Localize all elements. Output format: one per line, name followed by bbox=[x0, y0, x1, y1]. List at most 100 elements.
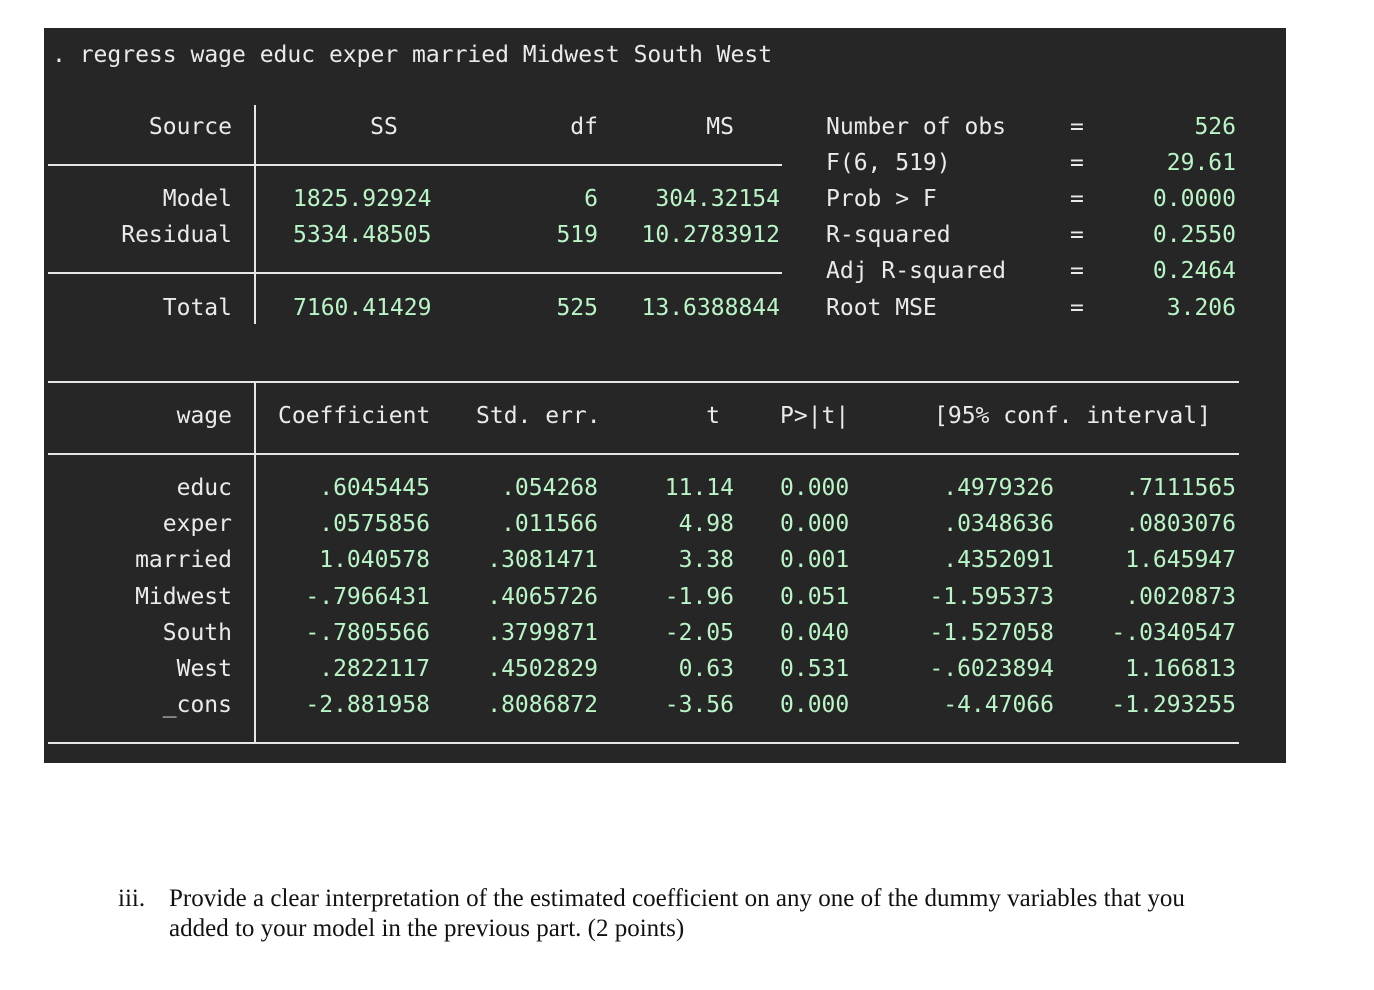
coef-ci-low: .4352091 bbox=[943, 547, 1054, 574]
coef-header-var: wage bbox=[176, 403, 232, 429]
coef-var: exper bbox=[162, 511, 232, 538]
coef-p: 0.051 bbox=[780, 583, 850, 610]
header-source: Source bbox=[148, 114, 232, 140]
coef-t: 11.14 bbox=[664, 475, 734, 501]
coef-ci-low: -1.527058 bbox=[929, 619, 1054, 646]
coef-value: 1.040578 bbox=[319, 547, 430, 574]
stat-label-nobs: Number of obs bbox=[826, 114, 1007, 140]
coef-ci-low: -4.47066 bbox=[943, 692, 1054, 719]
coef-se: .054268 bbox=[501, 475, 598, 501]
coef-p: 0.001 bbox=[780, 547, 850, 574]
anova-ms-total: 13.6388844 bbox=[641, 295, 780, 321]
header-df: df bbox=[570, 114, 598, 140]
coef-header-rule bbox=[48, 453, 1239, 455]
coef-var: educ bbox=[176, 475, 232, 501]
question-number: iii. bbox=[118, 885, 146, 912]
coef-header-ci: [95% conf. interval] bbox=[934, 403, 1211, 429]
coef-p: 0.000 bbox=[780, 475, 850, 501]
coef-value: .0575856 bbox=[319, 511, 430, 538]
coef-se: .3799871 bbox=[487, 619, 598, 646]
stat-label-probf: Prob > F bbox=[826, 186, 937, 212]
coef-se: .4065726 bbox=[487, 583, 598, 610]
coef-se: .011566 bbox=[501, 511, 598, 538]
stat-value-nobs: 526 bbox=[1194, 114, 1236, 140]
header-ms: MS bbox=[706, 114, 734, 140]
coef-var: married bbox=[135, 547, 232, 574]
anova-df-total: 525 bbox=[556, 295, 598, 321]
stat-eq-probf: = bbox=[1070, 186, 1084, 212]
coef-var: South bbox=[162, 619, 232, 646]
coef-t: 3.38 bbox=[678, 547, 734, 574]
coef-header-p: P>|t| bbox=[780, 403, 850, 429]
coef-ci-low: .0348636 bbox=[943, 511, 1054, 538]
coef-value: -.7805566 bbox=[305, 619, 430, 646]
coef-vertical-rule bbox=[254, 381, 256, 742]
coef-p: 0.000 bbox=[780, 511, 850, 538]
coef-ci-high: 1.166813 bbox=[1125, 656, 1236, 682]
stat-label-r2: R-squared bbox=[826, 222, 951, 248]
coef-ci-high: -1.293255 bbox=[1111, 692, 1236, 719]
anova-total-rule bbox=[48, 272, 782, 274]
coef-value: .2822117 bbox=[319, 656, 430, 682]
anova-ss-total: 7160.41429 bbox=[293, 295, 432, 321]
coef-var: West bbox=[176, 656, 232, 682]
stat-value-f: 29.61 bbox=[1166, 150, 1236, 176]
anova-ms-model: 304.32154 bbox=[655, 186, 780, 212]
coef-ci-high: .0803076 bbox=[1125, 511, 1236, 538]
coef-t: 4.98 bbox=[678, 511, 734, 538]
anova-ss-residual: 5334.48505 bbox=[293, 222, 432, 248]
coef-value: -.7966431 bbox=[305, 583, 430, 610]
coef-var: _cons bbox=[162, 692, 232, 719]
coef-se: .8086872 bbox=[487, 692, 598, 719]
coef-value: -2.881958 bbox=[305, 692, 430, 719]
stat-label-adjr2: Adj R-squared bbox=[826, 258, 1007, 284]
coef-ci-high: .7111565 bbox=[1125, 475, 1236, 501]
anova-ms-residual: 10.2783912 bbox=[641, 222, 780, 248]
coef-bottom-rule bbox=[48, 742, 1239, 744]
stat-label-f: F(6, 519) bbox=[826, 150, 951, 176]
anova-df-residual: 519 bbox=[556, 222, 598, 248]
coef-top-rule bbox=[48, 381, 1239, 383]
coef-ci-low: -.6023894 bbox=[929, 656, 1054, 682]
anova-df-model: 6 bbox=[584, 186, 598, 212]
coef-ci-high: -.0340547 bbox=[1111, 619, 1236, 646]
coef-p: 0.000 bbox=[780, 692, 850, 719]
stat-value-rmse: 3.206 bbox=[1166, 295, 1236, 321]
stat-label-rmse: Root MSE bbox=[826, 295, 937, 321]
coef-header-t: t bbox=[706, 403, 720, 429]
stat-value-probf: 0.0000 bbox=[1152, 186, 1236, 212]
coef-header-coef: Coefficient bbox=[278, 403, 431, 429]
coef-p: 0.531 bbox=[780, 656, 850, 682]
coef-t: -1.96 bbox=[664, 583, 734, 610]
coef-t: -3.56 bbox=[664, 692, 734, 719]
anova-source-residual: Residual bbox=[121, 222, 232, 248]
command-line: . regress wage educ exper married Midwes… bbox=[52, 42, 773, 68]
stat-eq-rmse: = bbox=[1070, 295, 1084, 321]
stat-value-adjr2: 0.2464 bbox=[1152, 258, 1236, 284]
coef-t: -2.05 bbox=[664, 619, 734, 646]
stat-eq-adjr2: = bbox=[1070, 258, 1084, 284]
question-text: Provide a clear interpretation of the es… bbox=[169, 885, 1185, 942]
coef-p: 0.040 bbox=[780, 619, 850, 646]
coef-var: Midwest bbox=[135, 583, 232, 610]
coef-se: .4502829 bbox=[487, 656, 598, 682]
anova-source-total: Total bbox=[162, 295, 232, 321]
coef-t: 0.63 bbox=[678, 656, 734, 682]
stat-value-r2: 0.2550 bbox=[1152, 222, 1236, 248]
anova-ss-model: 1825.92924 bbox=[293, 186, 432, 212]
coef-ci-high: 1.645947 bbox=[1125, 547, 1236, 574]
anova-source-model: Model bbox=[162, 186, 232, 212]
coef-header-se: Std. err. bbox=[476, 403, 601, 429]
stat-eq-r2: = bbox=[1070, 222, 1084, 248]
stat-eq-f: = bbox=[1070, 150, 1084, 176]
anova-vertical-rule bbox=[254, 105, 256, 324]
stat-eq-nobs: = bbox=[1070, 114, 1084, 140]
anova-header-rule bbox=[48, 164, 782, 166]
coef-ci-low: .4979326 bbox=[943, 475, 1054, 501]
stata-results-window: . regress wage educ exper married Midwes… bbox=[44, 28, 1286, 763]
coef-value: .6045445 bbox=[319, 475, 430, 501]
coef-se: .3081471 bbox=[487, 547, 598, 574]
coef-ci-low: -1.595373 bbox=[929, 583, 1054, 610]
coef-ci-high: .0020873 bbox=[1125, 583, 1236, 610]
header-ss: SS bbox=[370, 114, 398, 140]
